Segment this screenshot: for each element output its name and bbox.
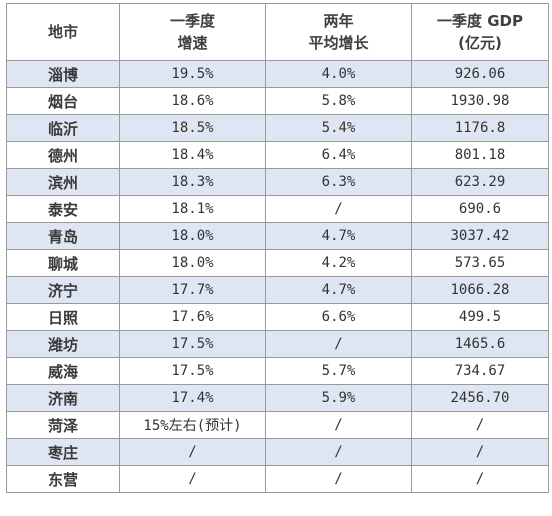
gdp-cell: 2456.70 <box>411 384 549 412</box>
gdp-table-container: 地市 一季度 增速 两年 平均增长 一季度 GDP (亿元) 淄博 19.5% … <box>6 3 549 493</box>
avg-growth-cell: 5.4% <box>265 114 412 142</box>
gdp-cell: 1465.6 <box>411 330 549 358</box>
avg-growth-cell: 4.2% <box>265 249 412 277</box>
table-row: 淄博 19.5% 4.0% 926.06 <box>6 60 549 88</box>
avg-growth-cell: 6.4% <box>265 141 412 169</box>
city-cell: 滨州 <box>6 168 120 196</box>
header-q1-growth-line2: 增速 <box>177 34 208 52</box>
table-header: 地市 一季度 增速 两年 平均增长 一季度 GDP (亿元) <box>6 3 549 61</box>
table-row: 菏泽 15%左右(预计) / / <box>6 411 549 439</box>
table-row: 日照 17.6% 6.6% 499.5 <box>6 303 549 331</box>
gdp-cell: 623.29 <box>411 168 549 196</box>
avg-growth-cell: 4.0% <box>265 60 412 88</box>
gdp-cell: 1176.8 <box>411 114 549 142</box>
header-q1-gdp-line2: (亿元) <box>458 34 502 52</box>
gdp-cell: / <box>411 438 549 466</box>
table-row: 泰安 18.1% / 690.6 <box>6 195 549 223</box>
city-cell: 潍坊 <box>6 330 120 358</box>
table-row: 威海 17.5% 5.7% 734.67 <box>6 357 549 385</box>
header-city: 地市 <box>6 3 120 61</box>
header-city-label: 地市 <box>47 23 78 41</box>
avg-growth-cell: 6.6% <box>265 303 412 331</box>
avg-growth-cell: 4.7% <box>265 276 412 304</box>
gdp-cell: 801.18 <box>411 141 549 169</box>
city-cell: 枣庄 <box>6 438 120 466</box>
city-cell: 烟台 <box>6 87 120 115</box>
header-q1-gdp: 一季度 GDP (亿元) <box>411 3 549 61</box>
avg-growth-cell: 5.9% <box>265 384 412 412</box>
growth-cell: 18.1% <box>119 195 266 223</box>
growth-cell: 17.7% <box>119 276 266 304</box>
city-cell: 聊城 <box>6 249 120 277</box>
growth-cell: 18.6% <box>119 87 266 115</box>
table-row: 聊城 18.0% 4.2% 573.65 <box>6 249 549 277</box>
gdp-cell: 926.06 <box>411 60 549 88</box>
table-row: 潍坊 17.5% / 1465.6 <box>6 330 549 358</box>
growth-cell: 19.5% <box>119 60 266 88</box>
city-cell: 济宁 <box>6 276 120 304</box>
header-two-year-avg-line1: 两年 <box>323 12 354 30</box>
header-q1-gdp-line1: 一季度 GDP <box>437 12 523 30</box>
city-cell: 菏泽 <box>6 411 120 439</box>
gdp-growth-table: 地市 一季度 增速 两年 平均增长 一季度 GDP (亿元) 淄博 19.5% … <box>6 3 549 493</box>
city-cell: 青岛 <box>6 222 120 250</box>
avg-growth-cell: / <box>265 195 412 223</box>
avg-growth-cell: / <box>265 330 412 358</box>
table-body: 淄博 19.5% 4.0% 926.06 烟台 18.6% 5.8% 1930.… <box>6 60 549 493</box>
avg-growth-cell: 6.3% <box>265 168 412 196</box>
gdp-cell: / <box>411 411 549 439</box>
table-row: 济南 17.4% 5.9% 2456.70 <box>6 384 549 412</box>
table-row: 济宁 17.7% 4.7% 1066.28 <box>6 276 549 304</box>
table-row: 烟台 18.6% 5.8% 1930.98 <box>6 87 549 115</box>
table-row: 滨州 18.3% 6.3% 623.29 <box>6 168 549 196</box>
growth-cell: 18.5% <box>119 114 266 142</box>
city-cell: 威海 <box>6 357 120 385</box>
gdp-cell: 1930.98 <box>411 87 549 115</box>
gdp-cell: / <box>411 465 549 493</box>
header-row: 地市 一季度 增速 两年 平均增长 一季度 GDP (亿元) <box>6 3 549 61</box>
growth-cell: 18.3% <box>119 168 266 196</box>
gdp-cell: 573.65 <box>411 249 549 277</box>
city-cell: 泰安 <box>6 195 120 223</box>
growth-cell: 15%左右(预计) <box>119 411 266 439</box>
header-two-year-avg-line2: 平均增长 <box>308 34 369 52</box>
header-q1-growth-line1: 一季度 <box>169 12 215 30</box>
gdp-cell: 1066.28 <box>411 276 549 304</box>
table-row: 枣庄 / / / <box>6 438 549 466</box>
growth-cell: / <box>119 438 266 466</box>
growth-cell: 17.6% <box>119 303 266 331</box>
growth-cell: 17.4% <box>119 384 266 412</box>
growth-cell: 17.5% <box>119 330 266 358</box>
avg-growth-cell: / <box>265 411 412 439</box>
city-cell: 淄博 <box>6 60 120 88</box>
gdp-cell: 690.6 <box>411 195 549 223</box>
table-row: 青岛 18.0% 4.7% 3037.42 <box>6 222 549 250</box>
city-cell: 东营 <box>6 465 120 493</box>
avg-growth-cell: / <box>265 465 412 493</box>
city-cell: 临沂 <box>6 114 120 142</box>
header-two-year-avg: 两年 平均增长 <box>265 3 412 61</box>
avg-growth-cell: 4.7% <box>265 222 412 250</box>
gdp-cell: 734.67 <box>411 357 549 385</box>
header-q1-growth: 一季度 增速 <box>119 3 266 61</box>
table-row: 临沂 18.5% 5.4% 1176.8 <box>6 114 549 142</box>
table-row: 东营 / / / <box>6 465 549 493</box>
city-cell: 德州 <box>6 141 120 169</box>
avg-growth-cell: / <box>265 438 412 466</box>
growth-cell: 18.4% <box>119 141 266 169</box>
city-cell: 济南 <box>6 384 120 412</box>
growth-cell: / <box>119 465 266 493</box>
avg-growth-cell: 5.7% <box>265 357 412 385</box>
growth-cell: 17.5% <box>119 357 266 385</box>
gdp-cell: 499.5 <box>411 303 549 331</box>
table-row: 德州 18.4% 6.4% 801.18 <box>6 141 549 169</box>
growth-cell: 18.0% <box>119 249 266 277</box>
growth-cell: 18.0% <box>119 222 266 250</box>
avg-growth-cell: 5.8% <box>265 87 412 115</box>
gdp-cell: 3037.42 <box>411 222 549 250</box>
city-cell: 日照 <box>6 303 120 331</box>
